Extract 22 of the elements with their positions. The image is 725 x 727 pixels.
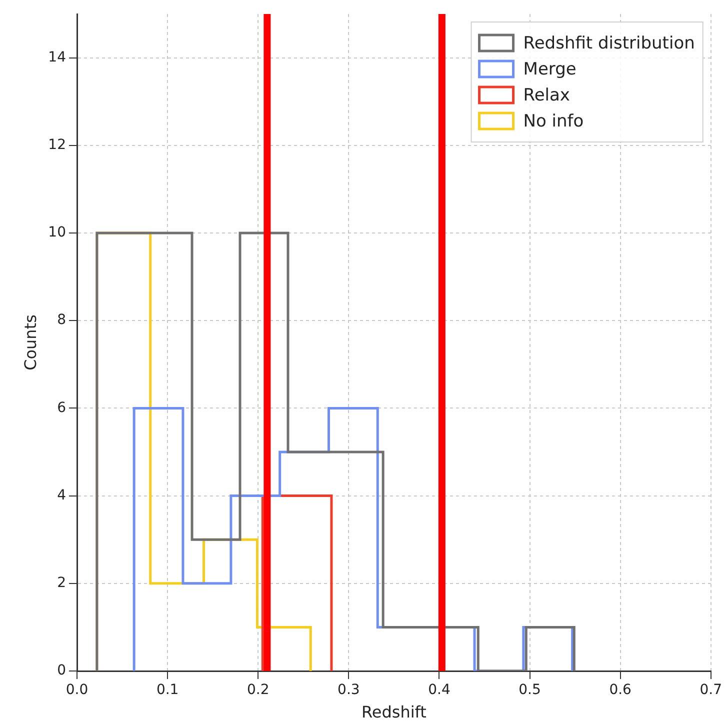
x-tick-label: 0.7 xyxy=(700,682,722,698)
x-tick-label: 0.2 xyxy=(246,682,270,698)
x-tick-label: 0.1 xyxy=(156,682,179,698)
y-tick-label: 10 xyxy=(48,224,66,241)
legend-label: Relax xyxy=(523,85,570,106)
legend-label: No info xyxy=(523,111,584,132)
y-tick-label: 6 xyxy=(57,400,66,416)
y-tick-label: 0 xyxy=(57,662,66,679)
x-tick-label: 0.3 xyxy=(338,682,360,698)
y-tick-label: 14 xyxy=(48,49,66,66)
y-tick-label: 4 xyxy=(57,487,66,504)
legend-label: Redshfit distribution xyxy=(523,33,695,54)
y-tick-label: 8 xyxy=(57,312,66,328)
x-tick-label: 0.6 xyxy=(609,682,632,698)
x-tick-label: 0.0 xyxy=(66,682,88,698)
legend-label: Merge xyxy=(523,59,576,80)
x-tick-label: 0.5 xyxy=(518,682,541,698)
x-axis-title: Redshift xyxy=(361,702,426,722)
y-tick-label: 2 xyxy=(57,575,66,592)
x-tick-label: 0.4 xyxy=(428,682,450,698)
y-axis-title: Counts xyxy=(20,314,40,370)
y-tick-label: 12 xyxy=(48,137,66,154)
